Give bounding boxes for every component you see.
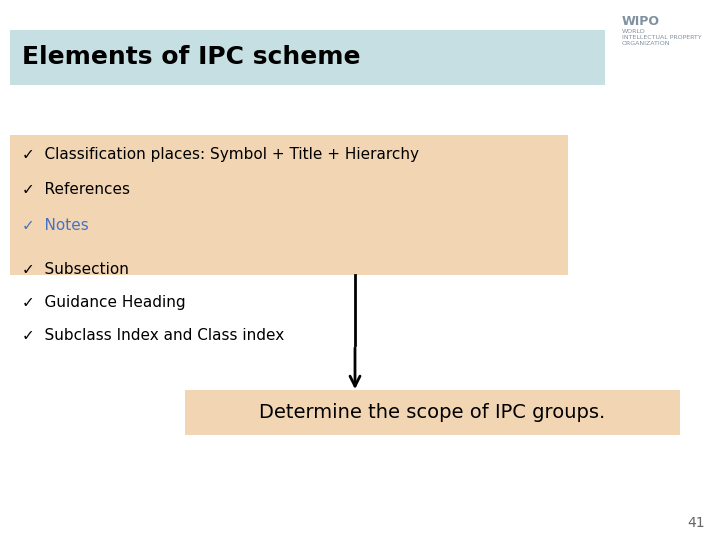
Text: ✓  Notes: ✓ Notes	[22, 218, 89, 233]
Text: ✓  Subclass Index and Class index: ✓ Subclass Index and Class index	[22, 327, 284, 342]
Text: WORLD
INTELLECTUAL PROPERTY
ORGANIZATION: WORLD INTELLECTUAL PROPERTY ORGANIZATION	[622, 29, 701, 46]
Text: Determine the scope of IPC groups.: Determine the scope of IPC groups.	[259, 403, 606, 422]
FancyBboxPatch shape	[185, 390, 680, 435]
Text: ✓  Guidance Heading: ✓ Guidance Heading	[22, 295, 186, 310]
Text: ✓  Subsection: ✓ Subsection	[22, 262, 129, 278]
FancyBboxPatch shape	[10, 30, 605, 85]
FancyBboxPatch shape	[10, 135, 568, 275]
Text: ✓  Classification places: Symbol + Title + Hierarchy: ✓ Classification places: Symbol + Title …	[22, 147, 419, 163]
Text: 41: 41	[688, 516, 705, 530]
Text: Elements of IPC scheme: Elements of IPC scheme	[22, 45, 361, 70]
Text: ✓  References: ✓ References	[22, 183, 130, 198]
Text: WIPO: WIPO	[622, 15, 660, 28]
